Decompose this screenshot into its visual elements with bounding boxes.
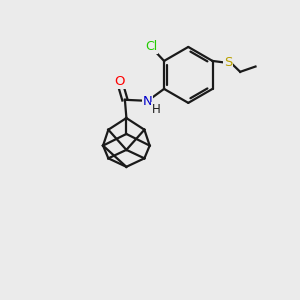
Text: N: N: [143, 95, 153, 108]
Text: O: O: [114, 75, 125, 88]
Text: H: H: [152, 103, 161, 116]
Text: S: S: [224, 56, 232, 69]
Text: Cl: Cl: [146, 40, 158, 53]
